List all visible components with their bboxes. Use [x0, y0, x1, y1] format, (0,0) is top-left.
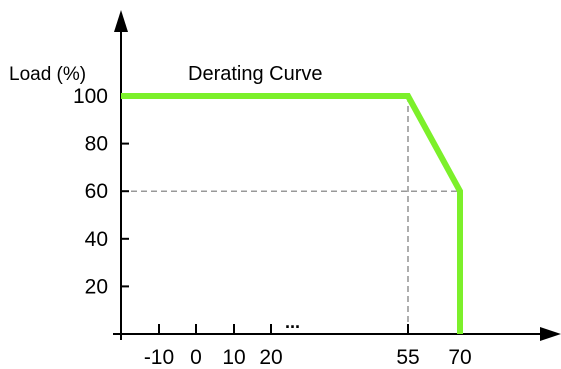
y-axis-title: Load (%) [9, 64, 86, 85]
y-tick-label: 60 [85, 180, 108, 203]
x-tick-label: 20 [259, 346, 282, 369]
y-tick-label: 40 [85, 228, 108, 251]
x-tick-label: 10 [222, 346, 245, 369]
reference-lines [121, 96, 461, 334]
y-axis-arrow-icon [114, 10, 128, 32]
labels-layer: Load (%) Derating Curve ... 20406080100-… [9, 63, 472, 369]
x-tick-label: 70 [448, 346, 471, 369]
x-axis-ellipsis: ... [285, 312, 300, 332]
y-tick-label: 80 [85, 133, 108, 156]
axes [113, 10, 561, 341]
y-tick-label: 20 [85, 275, 108, 298]
x-tick-label: 0 [190, 346, 202, 369]
y-tick-label: 100 [73, 85, 108, 108]
x-axis-arrow-icon [540, 327, 561, 341]
chart-title: Derating Curve [188, 63, 323, 85]
x-tick-label: -10 [144, 346, 174, 369]
series-layer [120, 93, 463, 335]
derating-curve-line [121, 93, 463, 334]
x-tick-label: 55 [396, 346, 419, 369]
